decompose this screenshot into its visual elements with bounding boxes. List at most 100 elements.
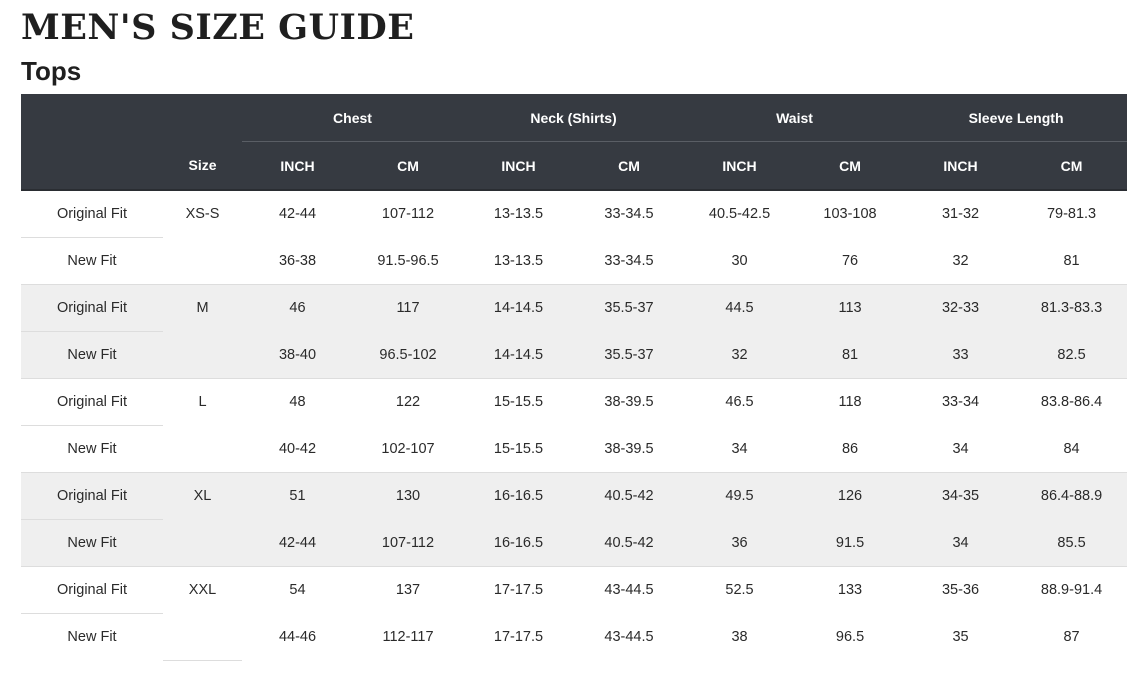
fit-cell: New Fit (21, 331, 163, 379)
measurement-cell: 87 (1063, 628, 1080, 645)
measurement-cell: 81.3-83.3 (1016, 284, 1128, 332)
header-group-chest: Chest (242, 94, 463, 142)
fit-cell: Original Fit (21, 566, 163, 614)
table-row: Original Fit L 48 122 15-15.5 38-39.5 46.5 118 3… (21, 378, 1127, 473)
table-row: New Fit 36-38 91.5-96.5 13-13.5 33-34.5 30 76 3… (21, 237, 1128, 285)
measurement-cell: 32 (684, 331, 796, 379)
table-row: Original Fit M 46 117 14-14.5 35.5-37 44.5 113 3… (21, 284, 1128, 379)
measurement-cell: 91.5-96.5 (353, 237, 463, 285)
header-unit: INCH (463, 141, 574, 191)
measurement-cell: 38-39.5 (574, 425, 685, 473)
measurement-cell: 36 (684, 519, 796, 567)
measurement-cell: 35 (952, 628, 969, 645)
header-size: Size (163, 141, 242, 191)
measurement-cell: 83.8-86.4 (1040, 394, 1103, 411)
measurement-cell: 86.4-88.9 (1016, 472, 1128, 520)
header-unit: CM (574, 141, 685, 191)
measurement-cell: 118 (838, 394, 862, 411)
fit-cell: New Fit (21, 519, 163, 567)
measurement-cell: 14-14.5 (463, 284, 574, 332)
measurement-cell: 34 (684, 425, 796, 473)
measurement-cell: 35.5-37 (574, 331, 685, 379)
header-unit: CM (1016, 141, 1128, 191)
measurement-cell: 117 (353, 284, 463, 332)
header-group-sleeve-length: Sleeve Length (905, 94, 1128, 142)
measurement-cell: 33-34.5 (574, 237, 685, 285)
measurement-cell: 84 (1016, 425, 1128, 473)
table-header: Chest Neck (Shirts) Waist Sleeve Length … (21, 94, 1128, 191)
measurement-cell: 130 (353, 472, 463, 520)
measurement-cell: 107-112 (381, 206, 435, 223)
measurement-cell: 46 (242, 284, 353, 332)
fit-cell: Original Fit (21, 378, 163, 426)
header-group-neck: Neck (Shirts) (463, 94, 685, 142)
measurement-cell: 34 (905, 425, 1017, 473)
header-fit-blank (21, 141, 163, 191)
header-size-spacer (163, 94, 242, 142)
measurement-cell: 38-40 (242, 331, 353, 379)
measurement-cell: 46.5 (725, 394, 754, 411)
size-cell: M (163, 284, 242, 379)
header-unit: INCH (684, 141, 796, 191)
header-unit: INCH (905, 141, 1017, 191)
measurement-cell: 42-44 (242, 519, 353, 567)
measurement-cell: 36-38 (242, 237, 353, 285)
table-row: New Fit 40-42 102-107 15-15.5 38-39.5 34 86 34 8… (21, 425, 1128, 473)
measurement-cell: 44.5 (684, 284, 796, 332)
measurement-cell: 40.5-42 (574, 472, 685, 520)
table-row: New Fit 44-46 112-117 17-17.5 43-44.5 38 96.5 3… (21, 614, 1127, 661)
measurement-cell: 86 (795, 425, 906, 473)
measurement-cell: 88.9-91.4 (1040, 582, 1103, 599)
measurement-cell: 107-112 (353, 519, 463, 567)
measurement-cell: 96.5 (835, 628, 865, 645)
measurement-cell: 40.5-42 (574, 519, 685, 567)
size-cell: XS-S (163, 190, 242, 285)
measurement-cell: 81 (795, 331, 906, 379)
header-unit: INCH (242, 141, 353, 191)
measurement-cell: 32-33 (905, 284, 1017, 332)
measurement-cell: 40.5-42.5 (708, 206, 771, 223)
measurement-cell: 48 (289, 394, 306, 411)
measurement-cell: 15-15.5 (493, 394, 544, 411)
measurement-cell: 35.5-37 (574, 284, 685, 332)
header-group-row: Chest Neck (Shirts) Waist Sleeve Length (21, 94, 1128, 142)
measurement-cell: 126 (795, 472, 906, 520)
measurement-cell: 33-34.5 (604, 206, 654, 223)
measurement-cell: 32 (905, 237, 1017, 285)
fit-cell: New Fit (21, 237, 163, 285)
measurement-cell: 33-34 (941, 394, 980, 411)
header-unit: CM (795, 141, 906, 191)
size-cell: L (163, 378, 242, 473)
measurement-cell: 16-16.5 (463, 472, 574, 520)
measurement-cell: 14-14.5 (463, 331, 574, 379)
measurement-cell: 43-44.5 (604, 582, 654, 599)
measurement-cell: 16-16.5 (463, 519, 574, 567)
measurement-cell: 76 (795, 237, 906, 285)
measurement-cell: 43-44.5 (604, 628, 654, 645)
measurement-cell: 44-46 (278, 628, 317, 645)
fit-cell: New Fit (21, 425, 163, 473)
fit-cell: Original Fit (21, 472, 163, 520)
measurement-cell: 38-39.5 (604, 394, 654, 411)
size-table: Chest Neck (Shirts) Waist Sleeve Length … (21, 94, 1128, 661)
measurement-cell: 133 (837, 582, 863, 599)
measurement-cell: 30 (684, 237, 796, 285)
fit-cell: Original Fit (21, 284, 163, 332)
table-row: Original Fit XS-S 42-44 107-112 13-13.5 33-34… (21, 190, 1127, 285)
measurement-cell: 112-117 (382, 628, 434, 645)
measurement-cell: 96.5-102 (353, 331, 463, 379)
size-cell: XL (163, 472, 242, 567)
measurement-cell: 13-13.5 (493, 206, 544, 223)
measurement-cell: 34 (905, 519, 1017, 567)
header-group-waist: Waist (684, 94, 906, 142)
measurement-cell: 103-108 (823, 206, 877, 223)
header-unit-row: Size INCH CM INCH CM INCH CM INCH CM (21, 141, 1128, 191)
measurement-cell: 33 (905, 331, 1017, 379)
page-title: MEN'S SIZE GUIDE (21, 7, 415, 48)
section-title: Tops (21, 56, 82, 86)
fit-cell: New Fit (67, 629, 117, 645)
measurement-cell: 85.5 (1016, 519, 1128, 567)
table-row: Original Fit XL 51 130 16-16.5 40.5-42 49.5 126… (21, 472, 1128, 567)
measurement-cell: 17-17.5 (493, 582, 544, 599)
measurement-cell: 81 (1016, 237, 1128, 285)
